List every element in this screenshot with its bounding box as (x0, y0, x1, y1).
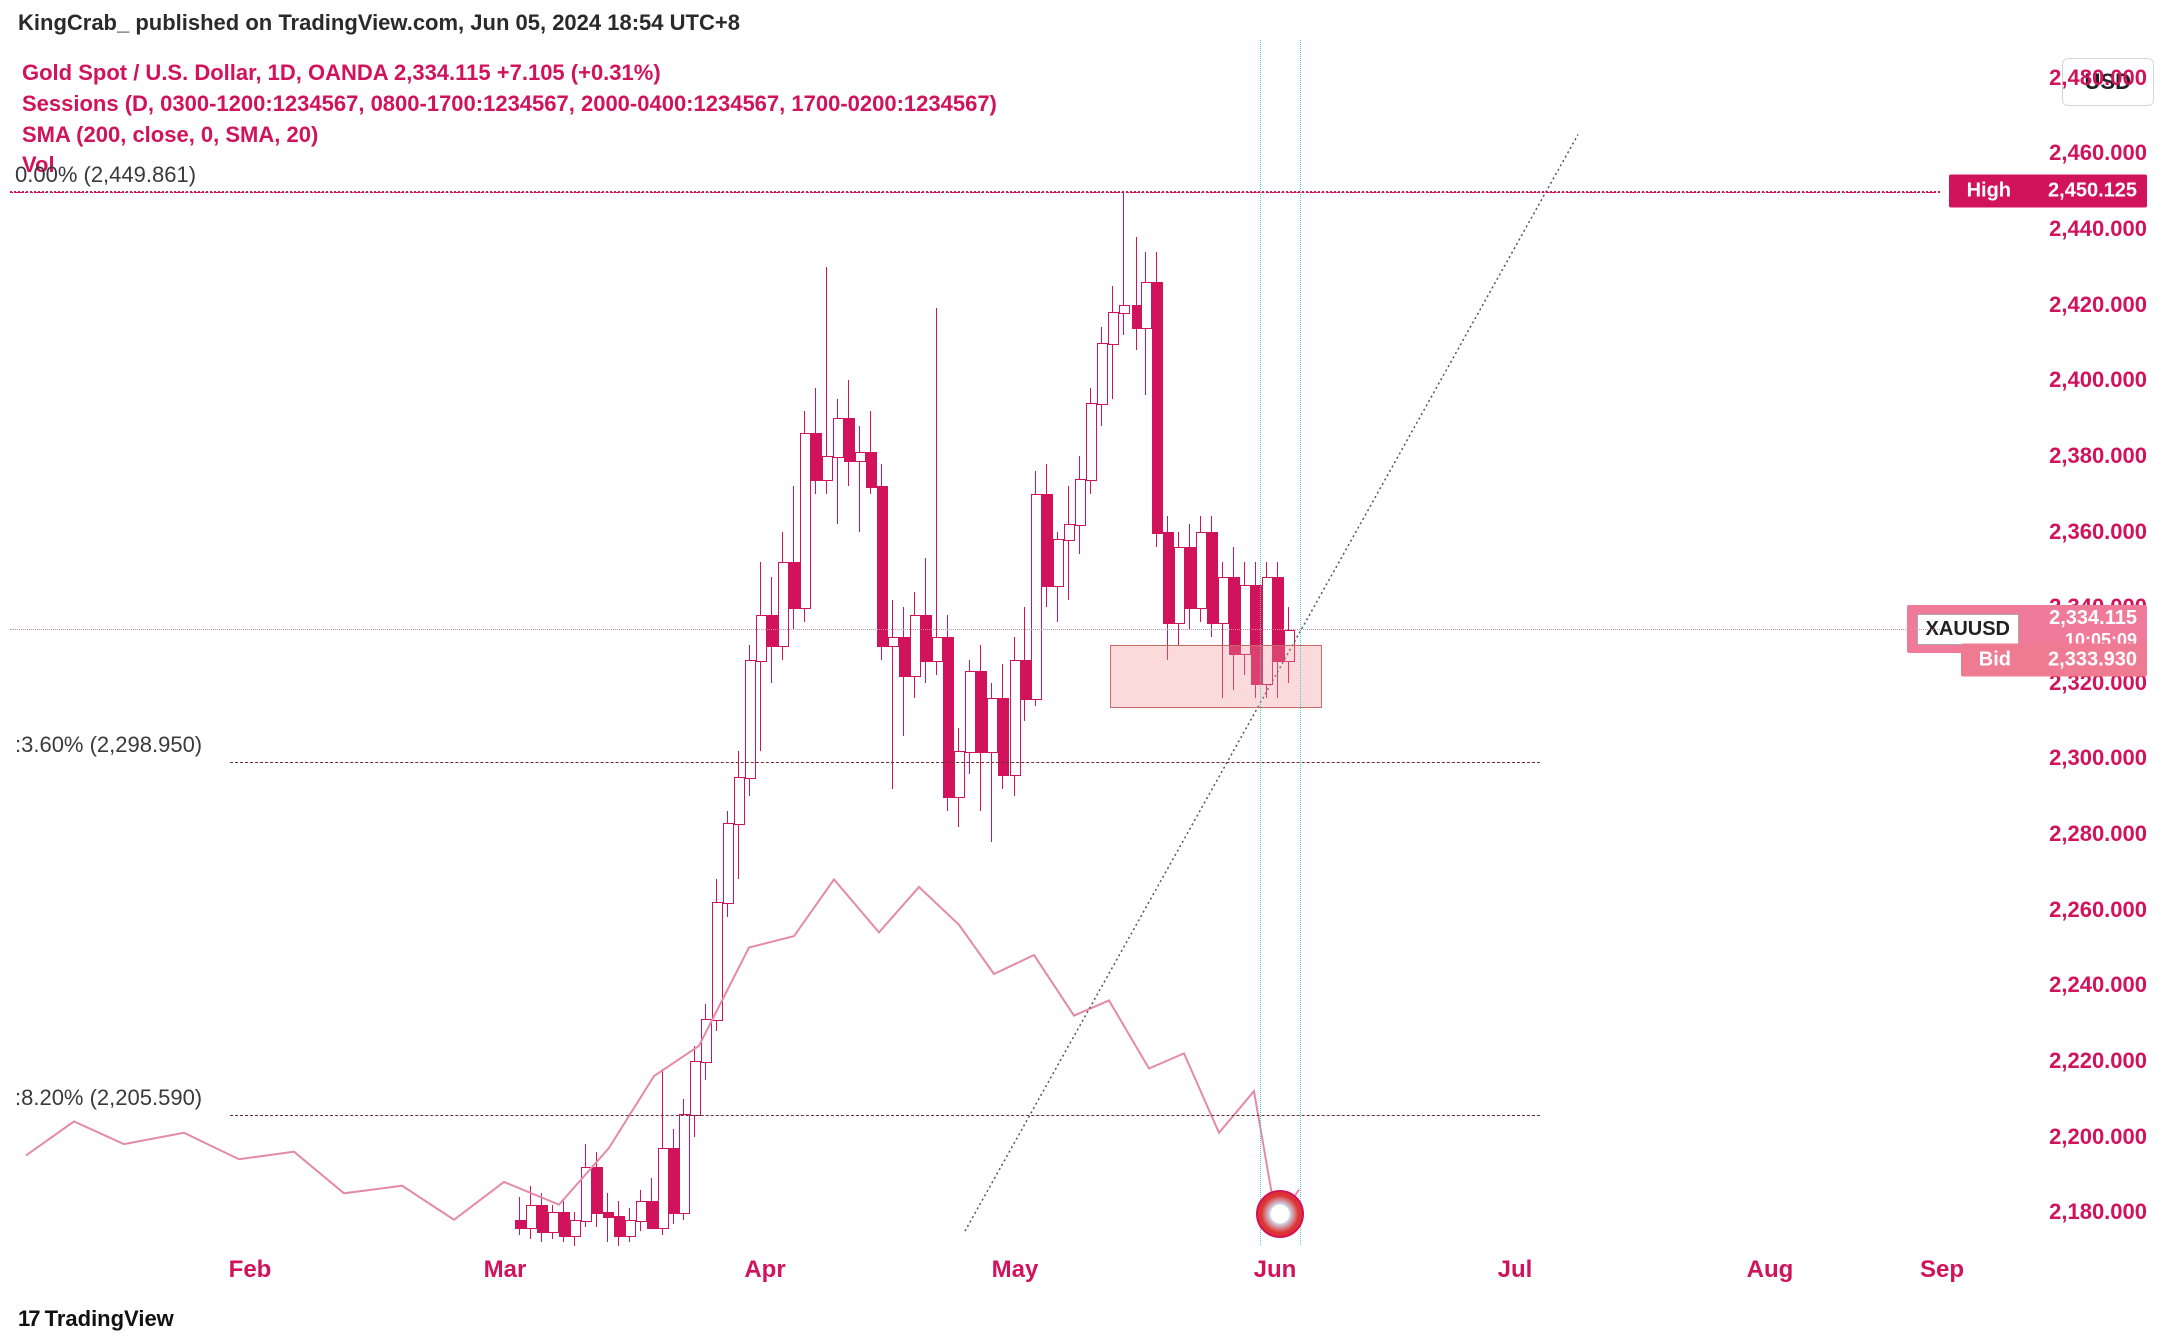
y-tick: 2,480.000 (2049, 65, 2147, 91)
chart-plot-area[interactable] (10, 40, 1940, 1250)
demand-zone[interactable] (1110, 645, 1322, 708)
y-tick: 2,260.000 (2049, 897, 2147, 923)
y-tick: 2,360.000 (2049, 519, 2147, 545)
price-line (10, 629, 1940, 630)
x-tick: Mar (484, 1256, 527, 1284)
y-tick: 2,400.000 (2049, 367, 2147, 393)
x-tick: Jun (1254, 1256, 1297, 1284)
session-vline (1300, 40, 1301, 1245)
y-tick: 2,300.000 (2049, 745, 2147, 771)
fib-line[interactable] (230, 762, 1540, 763)
publish-header: KingCrab_ published on TradingView.com, … (18, 10, 740, 36)
fib-label: :3.60% (2,298.950) (15, 733, 202, 759)
x-tick: Jul (1498, 1256, 1533, 1284)
x-tick: Sep (1920, 1256, 1964, 1284)
y-tick: 2,220.000 (2049, 1048, 2147, 1074)
session-vline (1260, 40, 1261, 1245)
x-tick: May (992, 1256, 1039, 1284)
economic-event-icon[interactable] (1256, 1190, 1304, 1238)
y-tick: 2,380.000 (2049, 443, 2147, 469)
y-tick: 2,280.000 (2049, 821, 2147, 847)
y-tick: 2,440.000 (2049, 216, 2147, 242)
high-line (10, 191, 1940, 193)
y-tick: 2,420.000 (2049, 292, 2147, 318)
y-axis[interactable]: 2,180.000 2,200.000 2,220.000 2,240.000 2,26… (1945, 40, 2165, 1250)
y-tick: 2,200.000 (2049, 1124, 2147, 1150)
y-tick: 2,460.000 (2049, 140, 2147, 166)
price-marker-bid: Bid2,333.930 (1961, 644, 2147, 677)
y-tick: 2,180.000 (2049, 1199, 2147, 1225)
tradingview-brand: 17 TradingView (18, 1306, 174, 1332)
x-axis[interactable]: FebMarAprMayJunJulAugSep (10, 1256, 1940, 1296)
x-tick: Feb (229, 1256, 272, 1284)
fib-label: :8.20% (2,205.590) (15, 1086, 202, 1112)
x-tick: Apr (744, 1256, 785, 1284)
fib-label: 0.00% (2,449.861) (15, 162, 196, 188)
x-tick: Aug (1747, 1256, 1794, 1284)
y-tick: 2,240.000 (2049, 972, 2147, 998)
fib-line[interactable] (230, 1115, 1540, 1116)
price-marker-high: High2,450.125 (1949, 174, 2147, 207)
